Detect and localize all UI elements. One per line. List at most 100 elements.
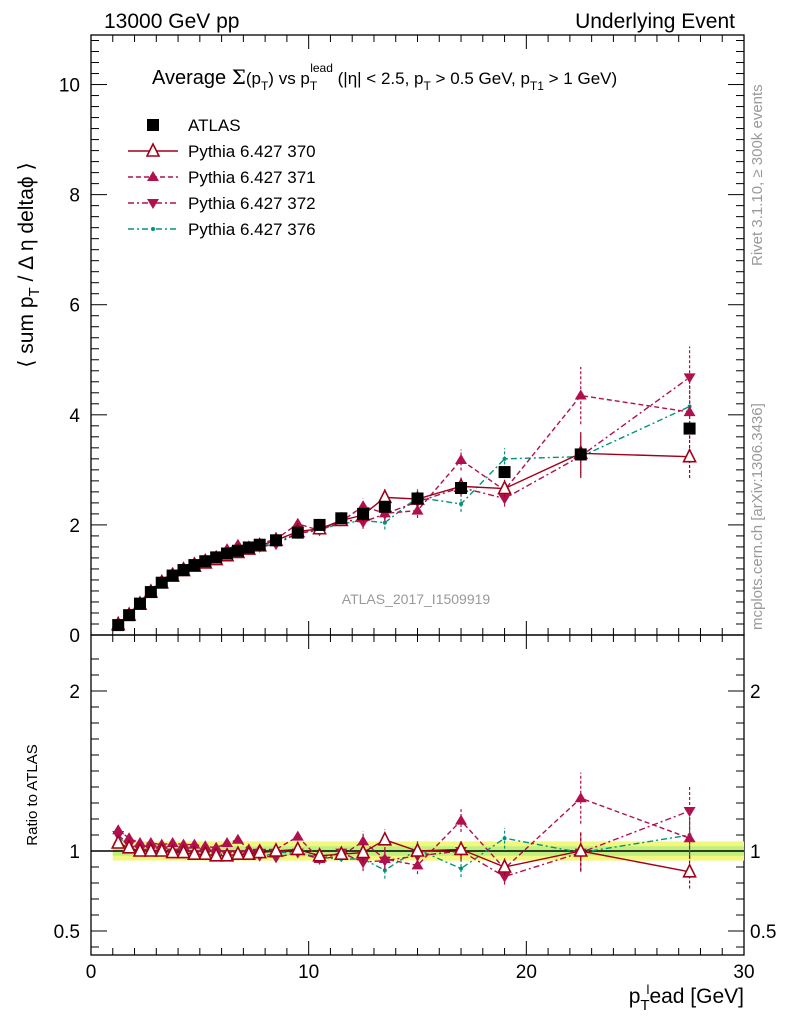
data-point-square: [166, 569, 179, 582]
data-point-triangle-down: [357, 858, 370, 869]
legend: ATLAS Pythia 6.427 370 Pythia 6.427 371 Pyt…: [128, 116, 316, 239]
legend-entry: Pythia 6.427 372: [128, 194, 316, 213]
data-point-dot: [459, 866, 464, 871]
y-tick-label: 2: [69, 516, 80, 537]
y-tick-label: 6: [69, 296, 80, 317]
data-point-triangle-up: [188, 838, 201, 849]
data-point-square: [378, 500, 391, 513]
ratio-series-0: [110, 829, 697, 889]
data-point-open-triangle: [154, 842, 170, 857]
x-tick-label: 20: [516, 962, 537, 983]
data-point-dot: [382, 520, 387, 525]
data-point-square: [123, 609, 136, 622]
data-point-triangle-down: [498, 494, 511, 505]
data-point-triangle-up: [123, 832, 136, 843]
data-point-open-triangle: [497, 858, 512, 873]
data-point-square: [455, 482, 468, 495]
legend-entry: Pythia 6.427 376: [128, 220, 316, 239]
data-point-square: [133, 597, 146, 610]
data-point-open-triangle: [334, 845, 349, 861]
mcplots-label: mcplots.cern.ch [arXiv:1306.3436]: [749, 403, 766, 630]
data-point-open-triangle: [165, 843, 180, 859]
legend-label: ATLAS: [188, 116, 241, 135]
data-point-open-triangle: [252, 843, 267, 859]
data-point-dot: [151, 227, 155, 231]
main-y-axis-label: ⟨ sum pT / Δ η deltaϕ ⟩: [15, 162, 43, 367]
legend-entry: Pythia 6.427 370: [128, 142, 316, 161]
data-point-triangle-up: [166, 837, 179, 847]
data-point-triangle-down: [147, 199, 159, 209]
ratio-y-tick-label-right: 2: [750, 682, 761, 703]
main-series-3: [112, 346, 696, 630]
data-point-triangle-up: [683, 832, 696, 843]
data-point-triangle-up: [455, 453, 468, 464]
data-point-triangle-up: [683, 406, 696, 417]
legend-label: Pythia 6.427 372: [188, 194, 316, 213]
data-point-square: [188, 559, 201, 572]
data-point-square: [221, 547, 234, 560]
x-tick-label: 10: [298, 962, 319, 983]
legend-entry: ATLAS: [147, 116, 241, 135]
data-point-square: [242, 541, 255, 554]
data-point-open-triangle: [410, 842, 425, 857]
data-point-triangle-up: [147, 171, 159, 181]
data-point-open-triangle: [682, 863, 697, 878]
ratio-y-tick-label-right: 0.5: [750, 922, 776, 943]
data-point-dot: [459, 501, 464, 506]
data-point-triangle-up: [357, 835, 370, 846]
data-point-open-triangle: [290, 840, 306, 856]
y-tick-label: 10: [59, 76, 80, 97]
legend-label: Pythia 6.427 370: [188, 142, 316, 161]
x-axis-label: pTlead [GeV]: [629, 982, 744, 1014]
data-point-square: [253, 538, 266, 551]
ratio-y-tick-label: 1: [69, 842, 80, 863]
legend-label: Pythia 6.427 371: [188, 168, 316, 187]
data-point-open-triangle: [187, 845, 202, 861]
header-left: 13000 GeV pp: [104, 10, 239, 33]
data-point-triangle-up: [357, 500, 370, 511]
data-point-dot: [502, 836, 507, 841]
analysis-label: ATLAS_2017_I1509919: [342, 591, 491, 607]
data-point-triangle-down: [498, 872, 511, 883]
data-point-open-triangle: [573, 842, 589, 857]
y-tick-label: 4: [69, 406, 80, 427]
y-tick-label: 0: [69, 626, 80, 647]
data-point-triangle-up: [411, 859, 424, 870]
data-point-triangle-up: [574, 792, 587, 803]
data-point-square: [357, 507, 370, 520]
data-point-open-triangle: [453, 840, 469, 856]
data-point-open-triangle: [121, 839, 137, 854]
data-point-square: [144, 586, 157, 599]
data-point-dot: [382, 868, 387, 873]
data-point-triangle-up: [574, 389, 587, 400]
data-point-dot: [502, 456, 507, 461]
main-plot-title: Average Σ(pT) vs pTlead (|η| < 2.5, pT >…: [152, 61, 617, 93]
data-point-triangle-up: [210, 841, 223, 852]
data-point-open-triangle: [197, 845, 213, 861]
data-point-square: [210, 551, 223, 564]
data-point-open-triangle: [241, 845, 257, 861]
main-series-4: [116, 379, 692, 626]
data-point-square: [112, 619, 125, 632]
main-series-0: [112, 422, 696, 632]
series-line: [117, 376, 690, 625]
data-point-triangle-up: [133, 837, 146, 847]
data-point-open-triangle: [377, 831, 393, 846]
series-layer: [110, 346, 697, 889]
x-tick-label: 0: [86, 962, 97, 983]
data-point-open-triangle: [682, 447, 697, 463]
data-point-triangle-up: [221, 837, 234, 847]
main-series-2: [112, 366, 696, 628]
data-point-square: [313, 518, 326, 531]
data-point-open-triangle: [312, 847, 327, 862]
legend-entry: Pythia 6.427 371: [128, 168, 316, 187]
data-point-open-triangle: [110, 834, 126, 849]
data-point-open-triangle: [219, 847, 235, 862]
data-point-triangle-up: [291, 830, 304, 841]
data-point-open-triangle: [176, 843, 191, 859]
data-point-square: [147, 119, 159, 131]
ratio-y-tick-label-right: 1: [750, 842, 761, 863]
data-point-triangle-up: [177, 838, 190, 849]
rivet-version-label: Rivet 3.1.10, ≥ 300k events: [749, 84, 766, 266]
